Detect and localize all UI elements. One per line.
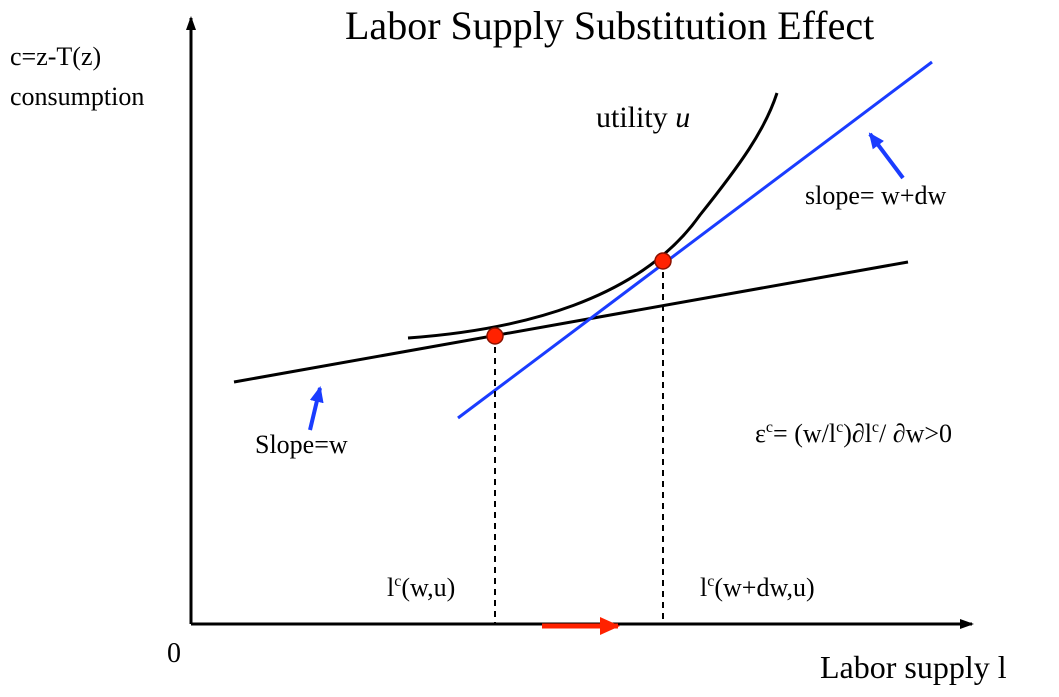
elasticity-formula: εc= (w/lc)∂lc/ ∂w>0: [755, 420, 952, 447]
tangency-label-w-sup: c: [394, 573, 402, 590]
indifference-curve: [407, 92, 779, 340]
elasticity-tail: / ∂w>0: [879, 419, 953, 448]
tangency-label-w-rest: (w,u): [401, 573, 456, 602]
tangency-point-w-dw: [654, 252, 672, 270]
elasticity-sup-3: c: [871, 419, 880, 436]
tangency-label-w-dw-sup: c: [707, 573, 715, 590]
x-axis-label: Labor supply l: [820, 649, 1007, 685]
tangency-label-w: lc(w,u): [387, 574, 455, 601]
slope-w-pointer-arrow: [308, 386, 324, 431]
elasticity-sup-2: c: [836, 419, 844, 436]
utility-text: utility: [596, 101, 676, 134]
y-axis-label-name: consumption: [10, 82, 145, 111]
elasticity-sup-1: c: [765, 419, 774, 436]
slope-w-dw-pointer-arrow: [868, 132, 905, 180]
utility-curve-label: utility u: [596, 103, 690, 133]
tangency-label-w-dw-rest: (w+dw,u): [714, 573, 815, 602]
tangency-label-w-dw-base: l: [700, 573, 708, 602]
tangency-point-w: [486, 327, 504, 345]
tangency-label-w-dw: lc(w+dw,u): [700, 574, 815, 601]
elasticity-epsilon: ε: [755, 419, 766, 448]
elasticity-mid-1: = (w/l: [773, 419, 837, 448]
budget-line-w-dw: [457, 60, 933, 420]
utility-symbol: u: [675, 101, 691, 134]
y-axis-label-formula: c=z-T(z): [10, 42, 102, 71]
diagram-title: Labor Supply Substitution Effect: [345, 3, 875, 48]
slope-w-label: Slope=w: [255, 430, 348, 459]
slope-w-dw-label: slope= w+dw: [805, 181, 947, 210]
tangency-label-w-base: l: [387, 573, 395, 602]
origin-label: 0: [167, 638, 181, 669]
elasticity-mid-2: )∂l: [843, 419, 872, 448]
budget-line-w: [233, 260, 909, 384]
